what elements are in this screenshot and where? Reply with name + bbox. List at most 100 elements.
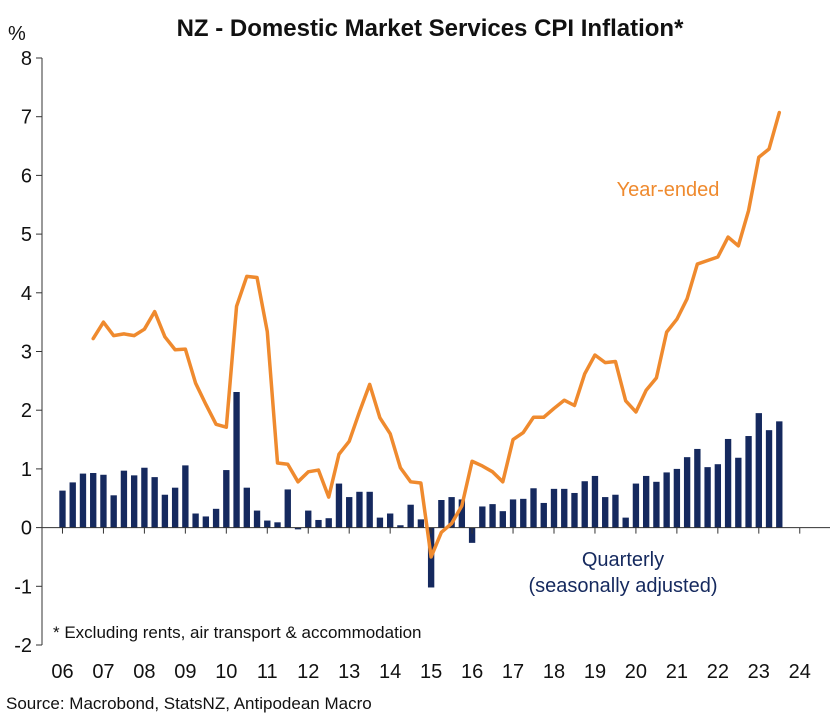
quarterly-bar — [407, 504, 414, 528]
quarterly-bar — [284, 489, 291, 528]
quarterly-bar — [294, 527, 302, 530]
axes — [41, 58, 830, 645]
x-tick-label: 19 — [584, 661, 606, 683]
quarterly-bar — [325, 518, 332, 528]
quarterly-bar — [335, 483, 343, 528]
chart-footnote: * Excluding rents, air transport & accom… — [53, 623, 422, 642]
x-tick-label: 23 — [748, 661, 770, 683]
quarterly-bar — [704, 467, 711, 528]
x-tick-label: 17 — [502, 661, 524, 683]
quarterly-bar — [479, 506, 486, 528]
quarterly-bar — [468, 527, 476, 543]
quarterly-bar — [264, 520, 271, 528]
quarterly-bar — [90, 473, 97, 528]
x-tick-label: 14 — [379, 661, 401, 683]
legend-label-year-ended: Year-ended — [617, 179, 720, 201]
quarterly-bar — [120, 470, 128, 528]
quarterly-bar — [69, 482, 76, 528]
quarterly-bar — [223, 470, 230, 528]
quarterly-bar — [243, 487, 250, 528]
quarterly-bar — [591, 475, 599, 528]
quarterly-bar — [161, 494, 169, 528]
y-tick-label: 3 — [21, 342, 32, 364]
quarterly-bar — [489, 504, 496, 528]
x-tick-label: 18 — [543, 661, 565, 683]
x-tick-label: 08 — [133, 661, 155, 683]
quarterly-bar — [100, 474, 107, 528]
chart-title: NZ - Domestic Market Services CPI Inflat… — [177, 15, 684, 42]
y-tick-label: 4 — [21, 283, 32, 305]
year-ended-line-path — [91, 110, 782, 559]
y-axis-unit: % — [8, 23, 26, 45]
x-tick-label: 07 — [92, 661, 114, 683]
quarterly-bar — [79, 473, 87, 528]
y-tick-label: 6 — [21, 165, 32, 187]
quarterly-bar — [59, 490, 66, 528]
quarterly-bar — [233, 392, 240, 528]
y-tick-label: 7 — [21, 107, 32, 129]
quarterly-bar — [130, 475, 138, 528]
quarterly-bar — [192, 513, 199, 528]
quarterly-bar — [581, 481, 588, 528]
x-tick-label: 20 — [625, 661, 647, 683]
quarterly-bar — [171, 487, 179, 528]
x-tick-label: 13 — [338, 661, 360, 683]
y-tick-label: 5 — [21, 224, 32, 246]
quarterly-bar — [274, 522, 281, 528]
x-tick-label: 16 — [461, 661, 483, 683]
quarterly-bar — [520, 498, 527, 528]
y-tick-label: 0 — [21, 518, 32, 540]
quarterly-bar — [755, 413, 762, 528]
y-tick-label: 8 — [21, 48, 32, 70]
quarterly-bar — [386, 513, 394, 528]
quarterly-bar — [745, 436, 752, 528]
quarterly-bar — [397, 525, 404, 528]
y-axis: 8 7 6 5 4 3 2 1 0 -1 -2 — [14, 48, 42, 657]
quarterly-bar — [212, 508, 220, 528]
quarterly-bar — [561, 488, 568, 528]
quarterly-bar — [663, 472, 670, 528]
quarterly-bar — [315, 519, 322, 528]
quarterly-bar — [602, 497, 609, 528]
y-tick-label: 1 — [21, 459, 32, 481]
quarterly-bar — [253, 510, 261, 528]
quarterly-bar — [182, 465, 189, 528]
quarterly-bar — [448, 497, 455, 528]
quarterly-bar — [642, 475, 650, 528]
quarterly-bar — [735, 457, 742, 528]
x-tick-label: 24 — [789, 661, 811, 683]
quarterly-bar — [765, 430, 773, 528]
quarterly-bars — [59, 392, 783, 588]
quarterly-bar — [356, 491, 363, 528]
quarterly-bar — [530, 488, 537, 528]
quarterly-bar — [110, 495, 117, 528]
x-tick-label: 06 — [51, 661, 73, 683]
x-tick-label: 10 — [215, 661, 237, 683]
quarterly-bar — [714, 464, 722, 528]
y-tick-label: 2 — [21, 400, 32, 422]
year-ended-line — [91, 110, 782, 559]
chart-source: Source: Macrobond, StatsNZ, Antipodean M… — [6, 694, 372, 713]
quarterly-bar — [366, 491, 373, 528]
quarterly-bar — [550, 488, 558, 528]
quarterly-bar — [622, 517, 629, 528]
x-tick-label: 12 — [297, 661, 319, 683]
legend-label-quarterly: Quarterly — [582, 549, 664, 571]
x-tick-label: 22 — [707, 661, 729, 683]
quarterly-bar — [673, 468, 681, 528]
quarterly-bar — [376, 517, 384, 528]
quarterly-bar — [612, 494, 619, 528]
quarterly-bar — [683, 457, 691, 528]
quarterly-bar — [458, 499, 466, 528]
quarterly-bar — [632, 483, 640, 528]
x-axis: 06 07 08 09 10 11 12 13 14 15 16 17 18 19 20 21 22 23 24 — [51, 527, 811, 683]
quarterly-bar — [305, 510, 312, 528]
quarterly-bar — [346, 497, 353, 528]
quarterly-bar — [694, 448, 701, 528]
quarterly-bar — [540, 502, 547, 528]
y-tick-label: -2 — [14, 635, 32, 657]
legend-label-quarterly-sub: (seasonally adjusted) — [529, 575, 718, 597]
x-tick-label: 15 — [420, 661, 442, 683]
quarterly-bar — [151, 477, 158, 528]
